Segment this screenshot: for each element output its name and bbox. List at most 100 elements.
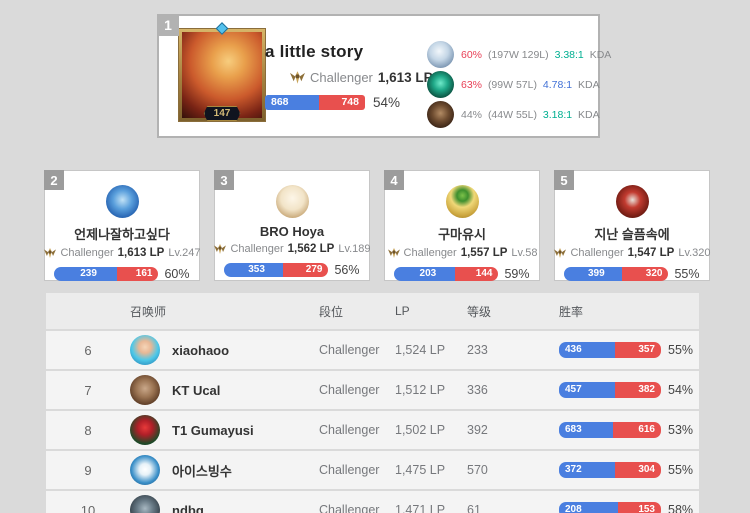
table-row[interactable]: 8 T1 Gumayusi Challenger 1,502 LP 392 68… [46, 411, 699, 449]
challenger-crest-icon [554, 248, 567, 258]
tier-label: Challenger [310, 70, 373, 85]
summoner-name[interactable]: T1 Gumayusi [172, 422, 254, 438]
champion-stat-text: 60% (197W 129L) 3.38:1 KDA [461, 49, 614, 61]
wins-count: 239 [80, 268, 97, 279]
summoner-avatar [130, 375, 160, 405]
loss-segment: 320 [622, 267, 669, 281]
losses-count: 144 [475, 268, 493, 279]
level-label: Lv.320 [678, 247, 711, 259]
winloss-row: 239 161 60% [45, 267, 199, 281]
row-lp: 1,471 LP [395, 503, 446, 513]
rank4-player-card[interactable]: 4 구마유시 Challenger 1,557 LP Lv.58 203 144… [384, 170, 540, 281]
tier-row: Challenger 1,547 LP Lv.320 [554, 247, 711, 259]
level-label: Lv.247 [168, 247, 201, 259]
winloss-bar: 203 144 [394, 267, 499, 281]
row-level: 570 [467, 463, 488, 477]
row-tier: Challenger [319, 503, 380, 513]
rank3-player-card[interactable]: 3 BRO Hoya Challenger 1,562 LP Lv.189 35… [214, 170, 371, 281]
summoner-avatar [130, 335, 160, 365]
row-rank: 6 [84, 342, 92, 358]
win-segment: 457 [559, 382, 615, 398]
rank1-player-card[interactable]: 1 147 a little story Challenger 1,613 LP [157, 14, 611, 138]
winrate-percent: 55% [668, 343, 694, 357]
summoner-name[interactable]: BRO Hoya [259, 224, 325, 239]
row-tier: Challenger [319, 383, 380, 397]
winloss-bar: 239 161 [54, 267, 159, 281]
tier-row: Challenger 1,613 LP Lv.247 [44, 247, 201, 259]
winloss-bar: 399 320 [564, 267, 669, 281]
winloss-bar: 436 357 [559, 342, 661, 358]
row-level: 233 [467, 343, 488, 357]
winloss-bar: 372 304 [559, 462, 661, 478]
header-lp: LP [395, 304, 410, 318]
kda-label: KDA [589, 48, 612, 61]
row-level: 336 [467, 383, 488, 397]
header-level: 等级 [467, 304, 492, 319]
wins-count: 683 [565, 424, 582, 435]
row-lp: 1,475 LP [395, 463, 446, 477]
rank5-player-card[interactable]: 5 지난 슬픔속에 Challenger 1,547 LP Lv.320 399… [554, 170, 711, 281]
tier-label: Challenger [403, 247, 457, 259]
summoner-name[interactable]: KT Ucal [172, 382, 221, 398]
tier-label: Challenger [230, 243, 284, 255]
champion-icon[interactable] [427, 41, 454, 68]
summoner-name[interactable]: 언제나잘하고싶다 [74, 227, 170, 242]
champion-stat-row: 44% (44W 55L) 3.18:1 KDA [427, 101, 600, 128]
header-winrate: 胜率 [559, 304, 584, 319]
level-label: Lv.58 [511, 247, 538, 259]
wins-count: 208 [565, 504, 582, 513]
summoner-name[interactable]: xiaohaoo [172, 342, 230, 358]
summoner-avatar [445, 185, 479, 218]
losses-count: 320 [645, 268, 663, 279]
wins-count: 399 [588, 268, 605, 279]
summoner-name[interactable]: ndbg [172, 502, 204, 513]
losses-count: 161 [135, 268, 153, 279]
row-lp: 1,502 LP [395, 423, 446, 437]
lp-value: 1,562 LP [287, 243, 335, 255]
tier-row: Challenger 1,562 LP Lv.189 [214, 243, 371, 255]
loss-segment: 144 [455, 267, 499, 281]
winrate-percent: 55% [668, 463, 694, 477]
summoner-level-chip: 147 [203, 106, 241, 121]
losses-count: 279 [305, 264, 323, 275]
winrate-percent: 58% [668, 503, 694, 513]
champion-stat-row: 60% (197W 129L) 3.38:1 KDA [427, 41, 611, 68]
loss-segment: 616 [612, 422, 661, 438]
rank-badge: 5 [554, 170, 574, 190]
challenger-crest-icon [44, 248, 57, 258]
table-row[interactable]: 10 ndbg Challenger 1,471 LP 61 208 153 5… [46, 491, 699, 513]
summoner-avatar [275, 185, 309, 218]
leaderboard-table: 召唤师 段位 LP 等级 胜率 6 xiaohaoo Challenger 1,… [46, 293, 699, 513]
row-winrate: 372 304 55% [559, 462, 699, 478]
rank2-player-card[interactable]: 2 언제나잘하고싶다 Challenger 1,613 LP Lv.247 23… [44, 170, 201, 281]
row-tier: Challenger [319, 343, 380, 357]
summoner-avatar [615, 185, 649, 218]
loss-segment: 161 [116, 267, 159, 281]
lp-value: 1,547 LP [627, 247, 675, 259]
champion-kda-ratio: 3.38:1 [554, 48, 584, 61]
summoner-name[interactable]: 구마유시 [438, 227, 486, 242]
champion-stat-row: 63% (99W 57L) 4.78:1 KDA [427, 71, 600, 98]
champion-kda-ratio: 3.18:1 [542, 108, 573, 121]
champion-icon[interactable] [427, 71, 454, 98]
challenger-crest-icon [387, 248, 400, 258]
row-tier: Challenger [319, 463, 380, 477]
winrate-percent: 59% [504, 267, 530, 281]
row-winrate: 208 153 58% [559, 502, 699, 513]
rank-badge: 1 [157, 14, 179, 36]
lp-value: 1,613 LP [377, 70, 433, 85]
table-row[interactable]: 9 아이스빙수 Challenger 1,475 LP 570 372 304 … [46, 451, 699, 489]
header-tier: 段位 [319, 304, 344, 319]
winloss-row: 399 320 55% [555, 267, 709, 281]
champion-icon[interactable] [427, 101, 454, 128]
row-level: 392 [467, 423, 488, 437]
lp-value: 1,613 LP [117, 247, 165, 259]
wins-count: 353 [248, 264, 265, 275]
table-row[interactable]: 7 KT Ucal Challenger 1,512 LP 336 457 38… [46, 371, 699, 409]
summoner-name[interactable]: a little story [265, 42, 364, 61]
winloss-bar: 683 616 [559, 422, 661, 438]
losses-count: 357 [638, 344, 655, 355]
summoner-name[interactable]: 지난 슬픔속에 [594, 227, 670, 242]
table-row[interactable]: 6 xiaohaoo Challenger 1,524 LP 233 436 3… [46, 331, 699, 369]
summoner-name[interactable]: 아이스빙수 [172, 463, 232, 479]
